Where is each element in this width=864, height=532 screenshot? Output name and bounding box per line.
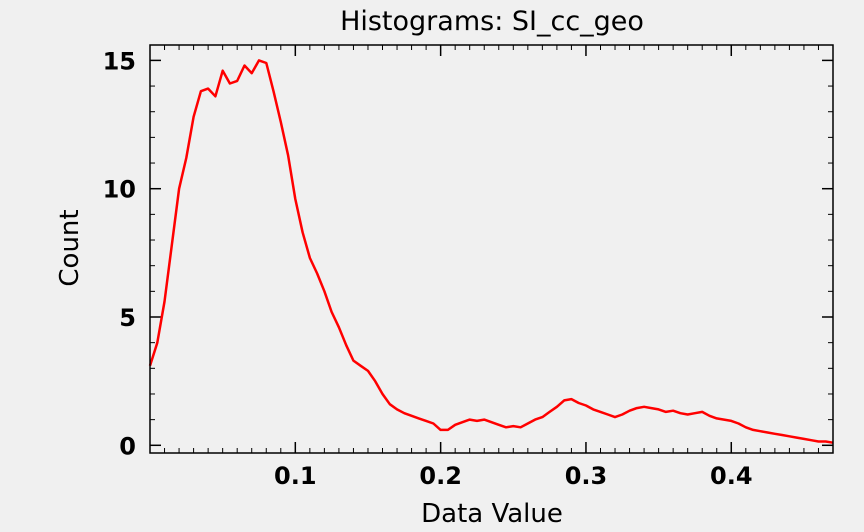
plot-area	[148, 59, 834, 444]
x-tick-label: 0.2	[419, 462, 462, 490]
axis-ticks: 0.1 0.2 0.3 0.4 0 5 10 15	[103, 45, 833, 490]
series-line	[148, 59, 834, 444]
x-axis-label: Data Value	[421, 499, 563, 529]
plot-frame	[149, 44, 834, 454]
x-tick-label: 0.4	[710, 462, 753, 490]
y-tick-label: 15	[103, 47, 136, 75]
y-tick-label: 10	[103, 176, 136, 204]
x-tick-label: 0.3	[565, 462, 608, 490]
y-tick-label: 0	[119, 432, 136, 460]
y-axis-label: Count	[55, 209, 85, 286]
y-tick-label: 5	[119, 304, 136, 332]
chart-title: Histograms: SI_cc_geo	[340, 6, 644, 37]
x-tick-label: 0.1	[274, 462, 317, 490]
